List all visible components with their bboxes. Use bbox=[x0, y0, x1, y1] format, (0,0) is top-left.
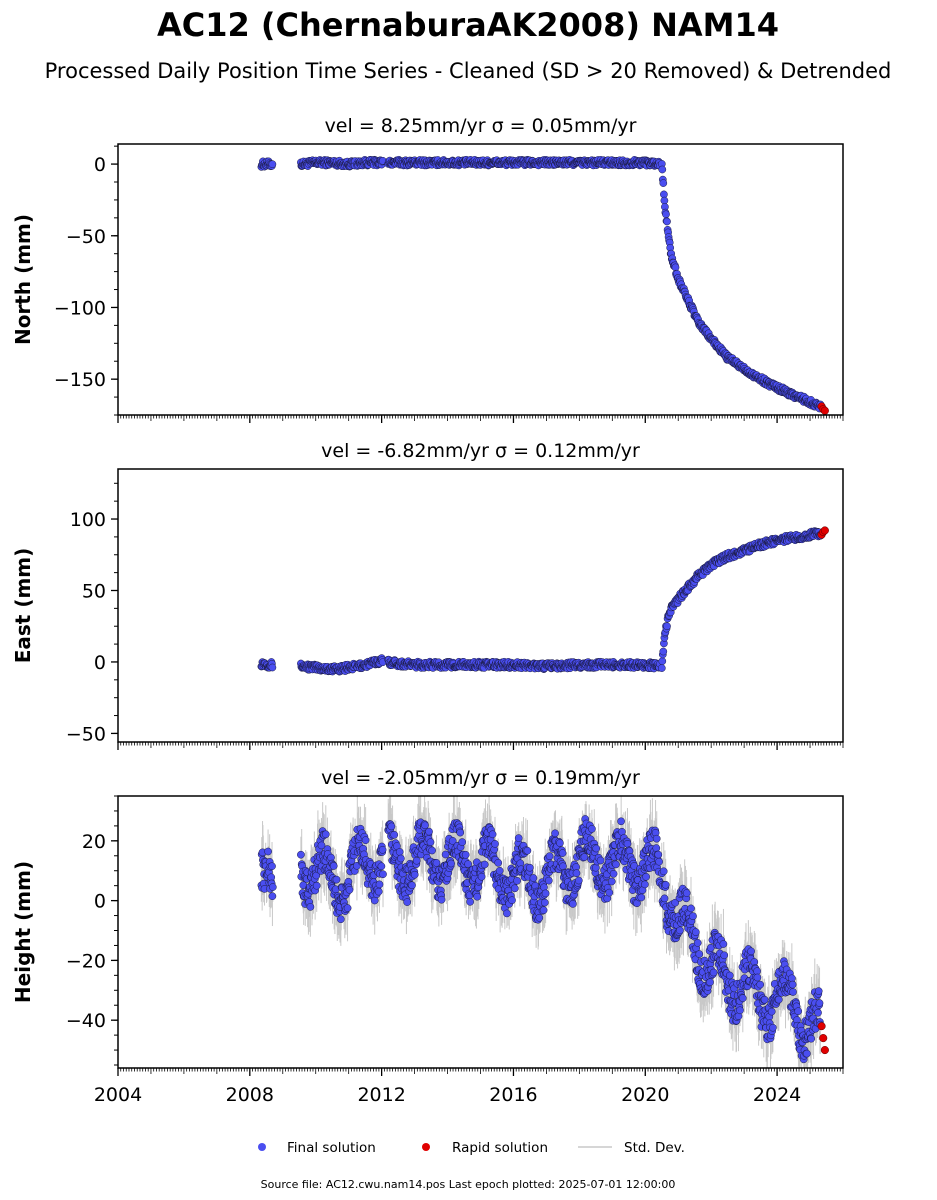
final-solution-points bbox=[257, 815, 825, 1064]
final-solution-point bbox=[264, 847, 272, 856]
final-solution-point bbox=[663, 217, 671, 226]
final-solution-point bbox=[425, 827, 433, 836]
final-solution-point bbox=[480, 860, 489, 869]
final-solution-point bbox=[306, 903, 315, 911]
final-solution-points bbox=[257, 527, 825, 676]
final-solution-point bbox=[377, 862, 386, 871]
axes-frame bbox=[117, 468, 844, 743]
final-solution-point bbox=[343, 904, 352, 912]
axes-frame bbox=[117, 143, 844, 416]
figure-title: AC12 (ChernaburaAK2008) NAM14 bbox=[157, 6, 779, 44]
final-solution-point bbox=[268, 883, 277, 891]
final-solution-point bbox=[410, 870, 419, 879]
final-solution-point bbox=[659, 179, 668, 187]
final-solution-point bbox=[657, 664, 666, 672]
final-solution-point bbox=[317, 841, 326, 850]
final-solution-point bbox=[658, 165, 667, 174]
y-axis-label: Height (mm) bbox=[11, 861, 35, 1003]
y-tick-label: −150 bbox=[54, 369, 106, 391]
final-solution-point bbox=[336, 915, 345, 924]
panel-title: vel = -6.82mm/yr σ = 0.12mm/yr bbox=[321, 440, 640, 462]
final-solution-point bbox=[663, 622, 671, 631]
final-solution-point bbox=[432, 859, 441, 867]
final-solution-point bbox=[662, 210, 670, 219]
final-solution-point bbox=[332, 875, 341, 884]
final-solution-point bbox=[447, 859, 455, 868]
final-solution-point bbox=[321, 830, 330, 839]
final-solution-point bbox=[473, 892, 482, 901]
y-axis-label: East (mm) bbox=[11, 548, 35, 664]
final-solution-point bbox=[374, 887, 383, 896]
stddev-bars bbox=[260, 796, 821, 1068]
y-tick-label: 50 bbox=[82, 580, 106, 602]
rapid-solution-points bbox=[817, 526, 829, 539]
y-tick-label: −50 bbox=[66, 723, 106, 745]
final-solution-point bbox=[408, 881, 416, 890]
rapid-solution-points bbox=[817, 402, 829, 415]
final-solution-point bbox=[461, 850, 470, 859]
panel-title: vel = 8.25mm/yr σ = 0.05mm/yr bbox=[325, 115, 637, 137]
final-solution-point bbox=[268, 862, 276, 871]
height-panel: vel = -2.05mm/yr σ = 0.19mm/yr Height (mm… bbox=[11, 767, 844, 1106]
final-solution-point bbox=[658, 657, 667, 666]
plot-area bbox=[257, 796, 829, 1068]
final-solution-point bbox=[268, 663, 277, 672]
final-solution-point bbox=[477, 872, 486, 881]
plot-area bbox=[257, 155, 829, 415]
final-solution-point bbox=[345, 885, 354, 894]
rapid-solution-point bbox=[820, 406, 829, 415]
y-tick-label: 0 bbox=[94, 652, 106, 674]
final-solution-point bbox=[297, 850, 305, 859]
final-solution-point bbox=[390, 830, 399, 839]
rapid-solution-point bbox=[820, 526, 829, 535]
final-solution-point bbox=[268, 892, 277, 901]
final-solution-point bbox=[403, 898, 412, 906]
final-solution-point bbox=[312, 881, 321, 890]
final-solution-point bbox=[375, 880, 384, 889]
final-solution-point bbox=[437, 895, 446, 904]
final-solution-point bbox=[441, 850, 450, 859]
final-solution-point bbox=[659, 647, 668, 656]
y-tick-label: 0 bbox=[94, 154, 106, 176]
final-solution-points bbox=[257, 155, 825, 413]
final-solution-point bbox=[395, 848, 404, 856]
east-panel: vel = -6.82mm/yr σ = 0.12mm/yr East (mm) 1… bbox=[11, 440, 844, 750]
final-solution-point bbox=[464, 860, 472, 868]
plot-area bbox=[257, 526, 829, 676]
figure-subtitle: Processed Daily Position Time Series - C… bbox=[45, 59, 892, 83]
y-axis-label: North (mm) bbox=[11, 214, 35, 345]
final-solution-point bbox=[379, 870, 387, 879]
final-solution-point bbox=[329, 862, 338, 870]
y-tick-label: 100 bbox=[70, 509, 106, 531]
final-solution-point bbox=[397, 854, 405, 863]
final-solution-point bbox=[448, 837, 457, 845]
final-solution-point bbox=[361, 836, 370, 845]
y-tick-label: −100 bbox=[54, 297, 106, 319]
final-solution-point bbox=[458, 838, 467, 846]
final-solution-point bbox=[428, 846, 436, 855]
final-solution-point bbox=[378, 845, 387, 854]
north-panel: vel = 8.25mm/yr σ = 0.05mm/yr North (mm) 0… bbox=[11, 115, 844, 423]
panel-title: vel = -2.05mm/yr σ = 0.19mm/yr bbox=[321, 767, 640, 789]
final-solution-point bbox=[466, 897, 474, 906]
final-solution-point bbox=[387, 822, 396, 831]
final-solution-point bbox=[421, 821, 429, 830]
final-solution-point bbox=[456, 828, 465, 837]
y-tick-label: −50 bbox=[66, 226, 106, 248]
stddev-bars bbox=[261, 156, 820, 412]
final-solution-point bbox=[412, 856, 421, 865]
final-solution-point bbox=[426, 838, 435, 847]
final-solution-point bbox=[268, 160, 277, 169]
